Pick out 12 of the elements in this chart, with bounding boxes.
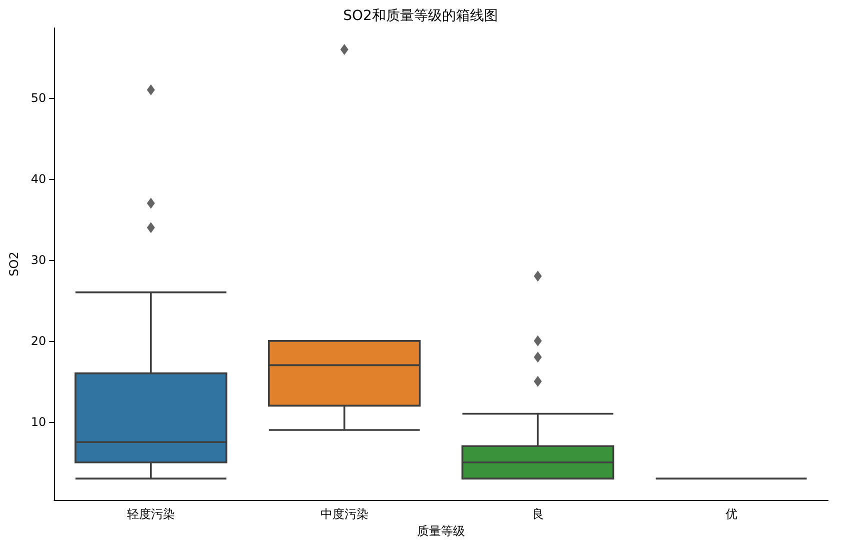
y-tick-label: 30 [30,252,46,267]
y-tick-label: 50 [30,91,46,106]
y-tick-label: 10 [30,414,46,429]
x-tick-label: 良 [532,507,544,521]
x-axis-title: 质量等级 [417,524,466,538]
x-tick-label: 中度污染 [320,507,368,521]
x-tick-label: 优 [725,507,738,521]
chart-title: SO2和质量等级的箱线图 [343,8,498,24]
x-tick-label: 轻度污染 [126,507,175,521]
y-tick-label: 20 [30,334,46,348]
y-tick-label: 40 [30,172,46,186]
y-axis-title: SO2 [7,252,21,276]
